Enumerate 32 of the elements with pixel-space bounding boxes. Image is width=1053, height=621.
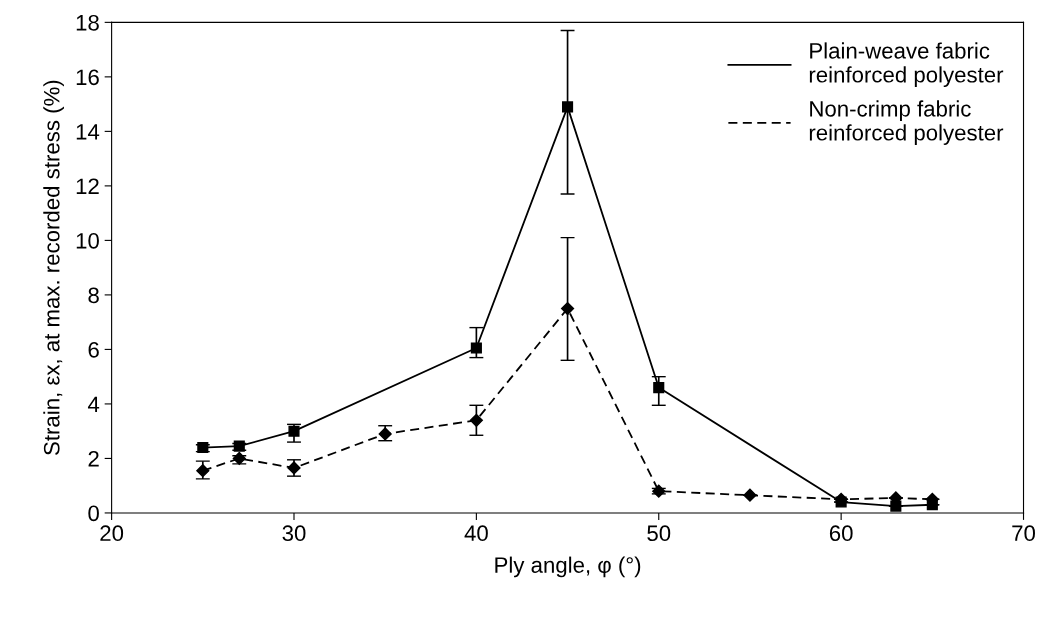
point	[232, 451, 246, 466]
x-tick-label: 50	[647, 525, 671, 542]
x-tick-label: 70	[1012, 525, 1036, 542]
y-tick-label: 0	[88, 505, 99, 522]
y-tick-label: 16	[76, 69, 99, 86]
y-axis-title: Strain, εx, at max. recorded stress (%)	[43, 80, 64, 455]
point	[890, 500, 902, 512]
point	[653, 382, 665, 394]
x-tick-label: 60	[829, 525, 853, 542]
y-tick-label: 10	[76, 232, 99, 249]
y-tick-label: 8	[88, 287, 99, 304]
point	[469, 413, 483, 427]
legend-label: Plain-weave fabric reinforced polyester	[809, 42, 1004, 88]
y-tick-label: 14	[76, 124, 100, 140]
x-tick-label: 40	[464, 525, 488, 542]
point	[470, 342, 482, 354]
point	[560, 301, 575, 316]
x-axis-title: Ply angle, φ (°)	[495, 556, 641, 578]
point	[835, 496, 847, 508]
point	[926, 499, 938, 511]
y-tick-label: 12	[76, 178, 99, 194]
y-tick-label: 6	[88, 341, 99, 358]
x-tick-label: 30	[282, 525, 306, 542]
point	[562, 101, 574, 113]
point	[288, 425, 300, 437]
point	[196, 464, 210, 478]
y-tick-label: 2	[88, 450, 99, 467]
y-tick-label: 18	[76, 14, 99, 31]
point	[743, 488, 757, 502]
legend-label: Non-crimp fabric reinforced polyester	[809, 100, 1004, 145]
y-tick-label: 4	[87, 396, 100, 412]
x-tick-label: 20	[100, 525, 124, 542]
